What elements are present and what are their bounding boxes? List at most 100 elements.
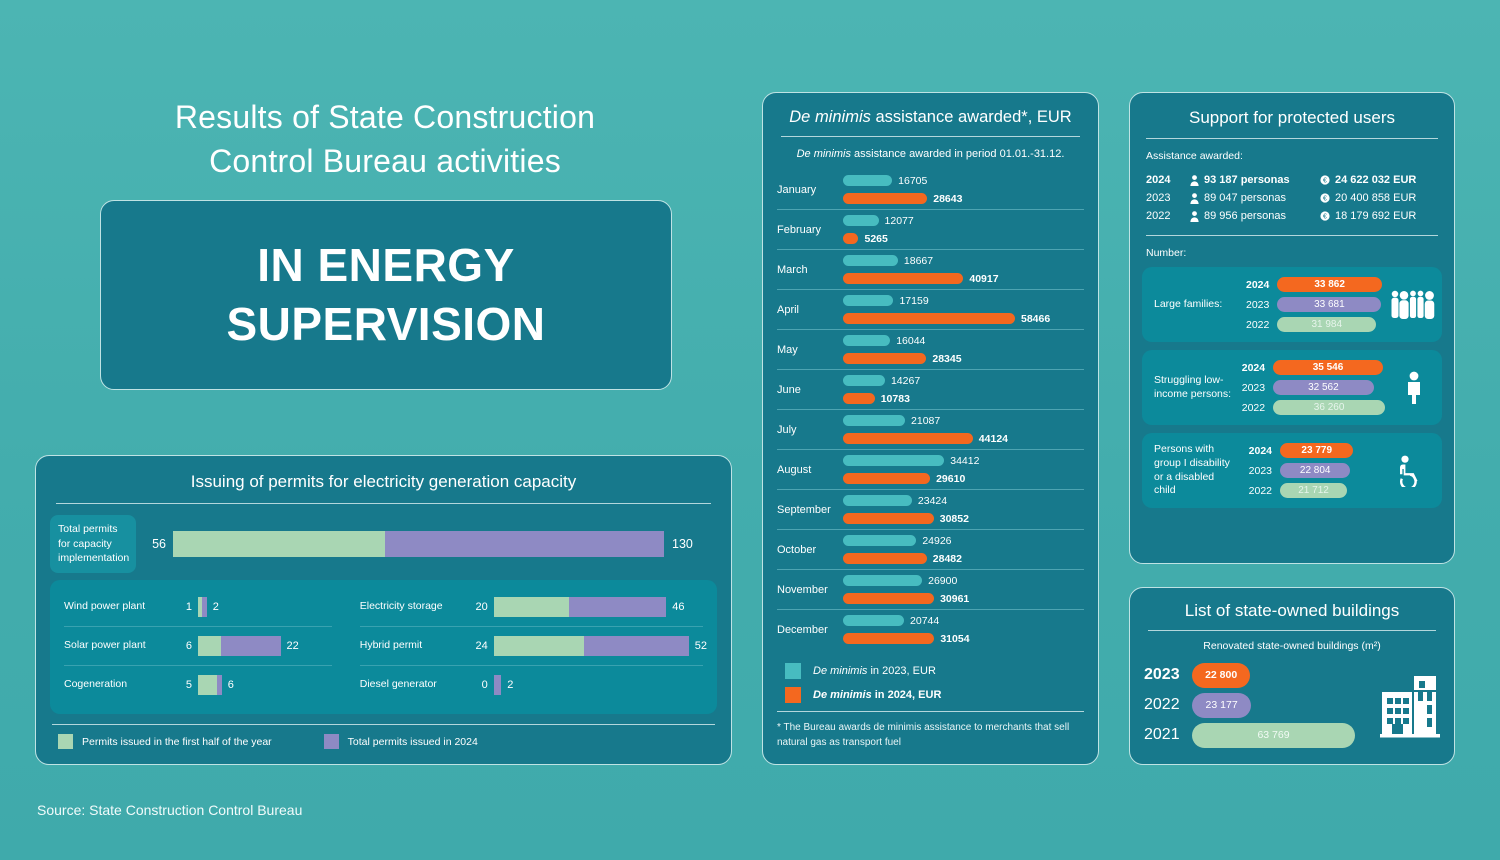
protected-group-row: 2023 32 562 — [1231, 379, 1385, 396]
deminimis-month-bars: 21087 44124 — [843, 413, 1084, 446]
bar-value: 16705 — [898, 174, 928, 187]
deminimis-month-label: February — [777, 223, 822, 236]
bar-2023: 14267 — [843, 373, 1084, 388]
protected-group-bar: 33 681 — [1277, 297, 1382, 312]
bar-2023: 16705 — [843, 173, 1084, 188]
bar-value: 28345 — [932, 352, 962, 365]
permit-row-first-half-value: 20 — [475, 601, 488, 613]
family-icon — [1382, 290, 1442, 320]
bar-segment-first-half — [198, 597, 202, 617]
permit-row-name: Diesel generator — [359, 678, 437, 691]
protected-group-year: 2022 — [1248, 484, 1272, 497]
protected-group-year: 2024 — [1248, 444, 1272, 457]
bar — [843, 615, 905, 626]
deminimis-month-label: September — [777, 503, 831, 516]
divider — [781, 136, 1080, 137]
protected-group-row: 2023 33 681 — [1235, 296, 1382, 313]
bar-value: 12077 — [884, 214, 914, 227]
permits-total-row: Total permits for capacity implementatio… — [50, 514, 713, 574]
permit-row-bar — [493, 675, 502, 695]
permits-subchart: Wind power plant 1 2 Solar power plant 6 22 Co… — [50, 580, 717, 714]
building-row-bar: 63 769 — [1192, 722, 1355, 748]
deminimis-month-label: July — [777, 423, 797, 436]
page-title-line2: Control Bureau activities — [209, 142, 561, 179]
permit-row: Solar power plant 6 22 — [50, 627, 346, 665]
deminimis-month-row: February 12077 5265 — [777, 209, 1084, 249]
number-label: Number: — [1146, 247, 1187, 259]
bar-value: 30961 — [940, 592, 970, 605]
deminimis-subtitle: De minimis assistance awarded in period … — [763, 148, 1098, 160]
bar-value: 30852 — [939, 512, 969, 525]
permit-row-total-value: 22 — [286, 640, 299, 652]
deminimis-month-bars: 16705 28643 — [843, 173, 1084, 206]
protected-groups-list: Large families: 2024 33 862 2023 33 681 2022 3… — [1130, 267, 1454, 508]
euro-coin-icon: € — [1320, 211, 1330, 221]
hero-text: IN ENERGY SUPERVISION — [226, 236, 545, 354]
row-divider — [359, 626, 703, 627]
permit-row-first-half-value: 24 — [475, 640, 488, 652]
bar-segment-total — [568, 597, 667, 617]
legend-swatch-2023 — [785, 663, 801, 679]
deminimis-month-list: January 16705 28643 February 12077 5265 March 1… — [777, 170, 1084, 649]
permit-row: Cogeneration 5 6 — [50, 666, 346, 704]
page-title: Results of State Construction Control Bu… — [100, 96, 670, 184]
bar — [843, 193, 928, 204]
bar-value: 20744 — [910, 614, 940, 627]
permit-row-name: Cogeneration — [64, 678, 128, 691]
assistance-row-eur: €20 400 858 EUR — [1320, 192, 1416, 204]
permits-left-column: Wind power plant 1 2 Solar power plant 6 22 Co… — [50, 588, 346, 704]
protected-group-bar: 22 804 — [1280, 463, 1351, 478]
assistance-persons-value: 89 047 personas — [1204, 192, 1286, 204]
protected-group-row: 2022 21 712 — [1238, 482, 1380, 499]
permit-row-bar — [198, 597, 207, 617]
permits-panel: Issuing of permits for electricity gener… — [35, 455, 732, 765]
assistance-row-year: 2022 — [1146, 210, 1171, 222]
permits-panel-title: Issuing of permits for electricity gener… — [190, 472, 577, 491]
assistance-awarded-table: 2024 93 187 personas €24 622 032 EUR 2023 89… — [1146, 171, 1454, 225]
assistance-row-year: 2024 — [1146, 174, 1171, 186]
deminimis-title-rest: assistance awarded*, EUR — [870, 108, 1072, 126]
deminimis-month-row: October 24926 28482 — [777, 529, 1084, 569]
building-row: 2021 63 769 — [1144, 720, 1368, 750]
deminimis-month-bars: 23424 30852 — [843, 493, 1084, 526]
permit-row-first-half-value: 6 — [185, 640, 192, 652]
protected-group-year: 2024 — [1241, 361, 1266, 374]
legend-item-2024: De minimis in 2024, EUR — [785, 687, 1098, 703]
bar — [843, 513, 934, 524]
assistance-eur-value: 18 179 692 EUR — [1335, 210, 1417, 222]
permit-row-name: Hybrid permit — [359, 639, 423, 652]
assistance-row-persons: 93 187 personas — [1190, 174, 1320, 186]
bar-2024: 29610 — [843, 471, 1084, 486]
bar-value: 58466 — [1021, 312, 1051, 325]
permit-row-total-value: 6 — [227, 679, 234, 691]
source-caption: Source: State Construction Control Burea… — [37, 802, 303, 818]
divider — [56, 503, 711, 504]
assistance-row-persons: 89 047 personas — [1190, 192, 1320, 204]
legend-swatch-total — [323, 734, 339, 749]
divider — [52, 724, 715, 725]
buildings-rows: 2023 22 800 2022 23 177 2021 63 769 — [1130, 660, 1368, 750]
wheelchair-icon — [1380, 455, 1442, 487]
permit-row-first-half-value: 0 — [481, 679, 488, 691]
building-icon — [1368, 672, 1454, 738]
protected-group-bars: 2024 23 779 2023 22 804 2022 21 712 — [1238, 442, 1380, 499]
bar-2024: 31054 — [843, 631, 1084, 646]
bar-segment-total — [583, 636, 689, 656]
bar-value: 34412 — [950, 454, 980, 467]
protected-group-year: 2022 — [1241, 401, 1266, 414]
bar-segment-total — [384, 531, 664, 557]
bar-value: 18667 — [903, 254, 934, 267]
bar — [843, 473, 931, 484]
deminimis-month-bars: 12077 5265 — [843, 213, 1084, 246]
legend-2023-rest: in 2023, EUR — [867, 665, 936, 677]
bar — [843, 633, 935, 644]
protected-group-row: 2022 31 984 — [1235, 316, 1382, 333]
bar — [843, 495, 912, 506]
bar-value: 16044 — [896, 334, 926, 347]
bar-value: 14267 — [890, 374, 921, 387]
assistance-row-eur: €24 622 032 EUR — [1320, 174, 1416, 186]
bar — [843, 575, 923, 586]
protected-group-name: Struggling low-income persons: — [1154, 373, 1232, 400]
person-icon — [1190, 174, 1199, 186]
bar-2024: 58466 — [843, 311, 1084, 326]
